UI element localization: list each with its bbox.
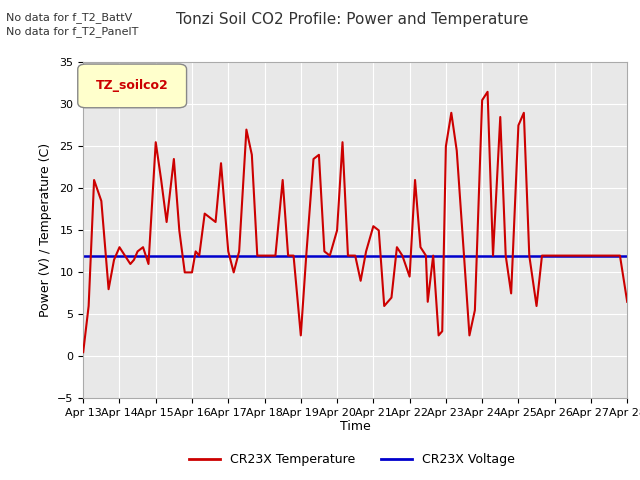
Text: No data for f_T2_PanelT: No data for f_T2_PanelT — [6, 26, 139, 37]
X-axis label: Time: Time — [340, 420, 371, 432]
Legend: CR23X Temperature, CR23X Voltage: CR23X Temperature, CR23X Voltage — [184, 448, 520, 471]
Text: No data for f_T2_BattV: No data for f_T2_BattV — [6, 12, 132, 23]
FancyBboxPatch shape — [78, 64, 187, 108]
Text: TZ_soilco2: TZ_soilco2 — [96, 79, 168, 93]
Y-axis label: Power (V) / Temperature (C): Power (V) / Temperature (C) — [38, 144, 52, 317]
Text: Tonzi Soil CO2 Profile: Power and Temperature: Tonzi Soil CO2 Profile: Power and Temper… — [176, 12, 528, 27]
